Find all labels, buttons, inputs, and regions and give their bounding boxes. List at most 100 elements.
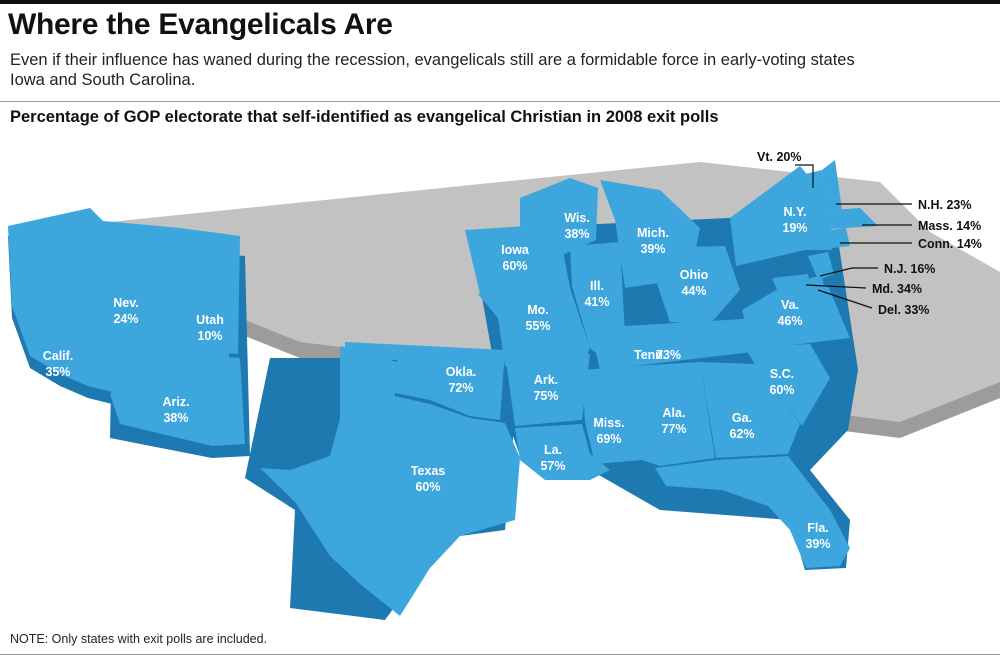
state-name: Ark. [534, 373, 558, 387]
top-rule [0, 0, 1000, 4]
state-value: 10% [197, 329, 222, 343]
state-label-nev: Nev. 24% [113, 296, 138, 326]
state-name: Wis. [564, 211, 590, 225]
state-name: La. [544, 443, 562, 457]
state-sc-shape [745, 344, 830, 426]
state-name: Okla. [446, 365, 477, 379]
state-label-ill: Ill. 41% [584, 279, 609, 309]
state-label-okla: Okla. 72% [446, 365, 477, 395]
state-label-iowa: Iowa 60% [501, 243, 530, 273]
callout-line-vt [795, 164, 814, 188]
bottom-rule [0, 654, 1000, 655]
state-fla-shape [655, 456, 850, 568]
state-name: Ohio [680, 268, 709, 282]
state-name: Tenn. [634, 348, 666, 362]
state-value: 39% [805, 537, 830, 551]
state-value: 62% [729, 427, 754, 441]
callout-lines [795, 164, 912, 309]
state-name: N.Y. [784, 205, 807, 219]
state-labels: Calif. 35% Nev. 24% Utah 10% Ariz. 38% O… [43, 205, 831, 551]
state-label-mich: Mich. 39% [637, 226, 669, 256]
state-value: 39% [640, 242, 665, 256]
state-value: 41% [584, 295, 609, 309]
state-value: 55% [525, 319, 550, 333]
state-label-fla: Fla. 39% [805, 521, 830, 551]
us-map: Calif. 35% Nev. 24% Utah 10% Ariz. 38% O… [8, 150, 1000, 620]
state-label-ny: N.Y. 19% [782, 205, 807, 235]
state-ga-shape [700, 362, 800, 458]
state-value: 38% [564, 227, 589, 241]
callout-line-del [817, 289, 873, 309]
callout-labels: Vt. 20% N.H. 23% Mass. 14% Conn. 14% N.J… [757, 150, 982, 317]
state-name: Calif. [43, 349, 74, 363]
section-divider [0, 101, 1000, 102]
state-ny-shape [730, 166, 832, 266]
footnote: NOTE: Only states with exit polls are in… [10, 632, 268, 646]
callout-del: Del. 33% [878, 303, 929, 317]
state-label-sc: S.C. 60% [769, 367, 794, 397]
state-mass-shape [808, 208, 878, 230]
state-label-ariz: Ariz. 38% [162, 395, 189, 425]
state-la-shape [515, 424, 610, 480]
state-label-ark: Ark. 75% [533, 373, 558, 403]
state-name: Texas [411, 464, 446, 478]
state-value: 69% [596, 432, 621, 446]
state-mo-shape [478, 288, 590, 370]
callout-line-md [805, 284, 867, 289]
state-label-la: La. 57% [540, 443, 565, 473]
state-label-utah: Utah 10% [196, 313, 224, 343]
state-nh-shape [822, 160, 842, 210]
state-value: 75% [533, 389, 558, 403]
state-utah-shape [155, 228, 240, 354]
state-label-tenn: Tenn. 73% [634, 348, 681, 362]
state-label-va: Va. 46% [777, 298, 802, 328]
callout-conn: Conn. 14% [918, 237, 982, 251]
state-name: Ga. [732, 411, 752, 425]
callout-vt: Vt. 20% [757, 150, 801, 164]
state-value: 35% [45, 365, 70, 379]
state-name: Va. [781, 298, 799, 312]
callout-mass: Mass. 14% [918, 219, 981, 233]
state-tenn-shape [590, 318, 760, 370]
state-md-shape [772, 274, 812, 292]
state-name: Ill. [590, 279, 604, 293]
state-label-texas: Texas 60% [411, 464, 446, 494]
state-name: Ariz. [162, 395, 189, 409]
state-name: Mo. [527, 303, 549, 317]
headline: Where the Evangelicals Are [8, 8, 393, 41]
state-ala-shape [635, 362, 715, 466]
state-label-wis: Wis. 38% [564, 211, 590, 241]
callout-nh: N.H. 23% [918, 198, 972, 212]
state-ariz-shape [110, 350, 245, 446]
state-value: 60% [769, 383, 794, 397]
callout-nj: N.J. 16% [884, 262, 935, 276]
state-nj-shape [808, 252, 834, 280]
state-label-ohio: Ohio 44% [680, 268, 709, 298]
state-name: Miss. [593, 416, 624, 430]
state-value: 77% [661, 422, 686, 436]
state-label-calif: Calif. 35% [43, 349, 74, 379]
state-value: 44% [681, 284, 706, 298]
state-value: 72% [448, 381, 473, 395]
dek: Even if their influence has waned during… [10, 51, 855, 89]
state-name: Fla. [807, 521, 829, 535]
state-label-ala: Ala. 77% [661, 406, 686, 436]
state-value: 60% [502, 259, 527, 273]
state-label-miss: Miss. 69% [593, 416, 624, 446]
state-miss-shape [582, 366, 642, 464]
state-value: 57% [540, 459, 565, 473]
state-vt-shape [805, 170, 828, 210]
state-label-mo: Mo. 55% [525, 303, 550, 333]
state-value: 73% [656, 348, 681, 362]
state-name: Nev. [113, 296, 138, 310]
state-conn-shape [812, 228, 850, 250]
state-ohio-shape [650, 246, 740, 324]
callout-line-nj [819, 267, 878, 277]
state-shapes [8, 160, 878, 616]
state-name: Iowa [501, 243, 530, 257]
state-label-ga: Ga. 62% [729, 411, 754, 441]
state-name: S.C. [770, 367, 794, 381]
state-value: 46% [777, 314, 802, 328]
state-texas-shape [260, 346, 520, 616]
state-ark-shape [505, 354, 590, 426]
